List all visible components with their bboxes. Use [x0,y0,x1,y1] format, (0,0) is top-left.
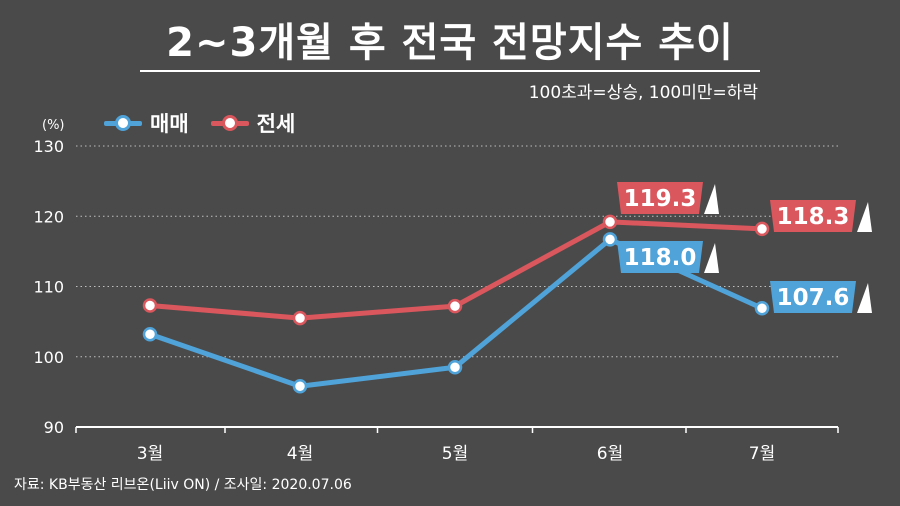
callout-box-0-3 [617,241,703,273]
legend-swatch-sale [104,115,142,131]
data-point-0-2 [447,360,463,375]
data-label-1-4: 118.3 [777,204,850,230]
legend-swatch-jeonse [210,115,249,131]
legend-item-jeonse: 전세 [210,108,296,138]
title-underline [140,70,760,72]
data-point-0-4 [754,301,770,316]
y-axis-unit-label: (%) [42,118,65,133]
callout-tip-1-4 [857,202,872,232]
chart-subtitle: 100초과=상승, 100미만=하락 [528,83,758,103]
data-label-0-4: 107.6 [777,285,850,311]
x-tick-label-0: 3월 [137,444,163,464]
callout-box-0-4 [770,281,856,313]
legend-label-sale: 매매 [150,112,189,136]
callout-tip-0-3 [704,243,719,273]
data-point-1-0 [142,298,158,313]
legend-item-sale: 매매 [104,108,189,138]
legend: 매매 전세 [104,108,295,138]
x-tick-label-1: 4월 [287,444,313,464]
data-point-1-4 [754,221,770,237]
data-point-1-3 [602,214,618,230]
source-note: 자료: KB부동산 리브온(Liiv ON) / 조사일: 2020.07.06 [14,477,352,493]
data-label-1-3: 119.3 [624,186,697,212]
data-label-0-3: 118.0 [624,245,697,271]
y-tick-label-130: 130 [33,137,64,156]
data-point-0-0 [142,327,158,342]
callout-box-1-4 [770,200,856,232]
y-tick-label-120: 120 [33,207,64,226]
x-tick-label-2: 5월 [442,444,468,464]
callout-box-1-3 [617,182,703,214]
callout-tip-0-4 [857,283,872,313]
callout-tip-1-3 [704,184,719,214]
data-point-1-1 [292,310,308,326]
y-tick-label-110: 110 [33,278,64,297]
data-point-1-2 [447,298,463,314]
x-tick-label-3: 6월 [597,444,623,464]
chart-title: 2~3개월 후 전국 전망지수 추이 [166,20,734,66]
data-point-0-3 [602,232,618,247]
legend-label-jeonse: 전세 [256,112,296,136]
data-point-0-1 [292,379,308,394]
y-tick-label-90: 90 [44,418,64,437]
x-tick-label-4: 7월 [749,444,775,464]
y-tick-label-100: 100 [33,348,64,367]
